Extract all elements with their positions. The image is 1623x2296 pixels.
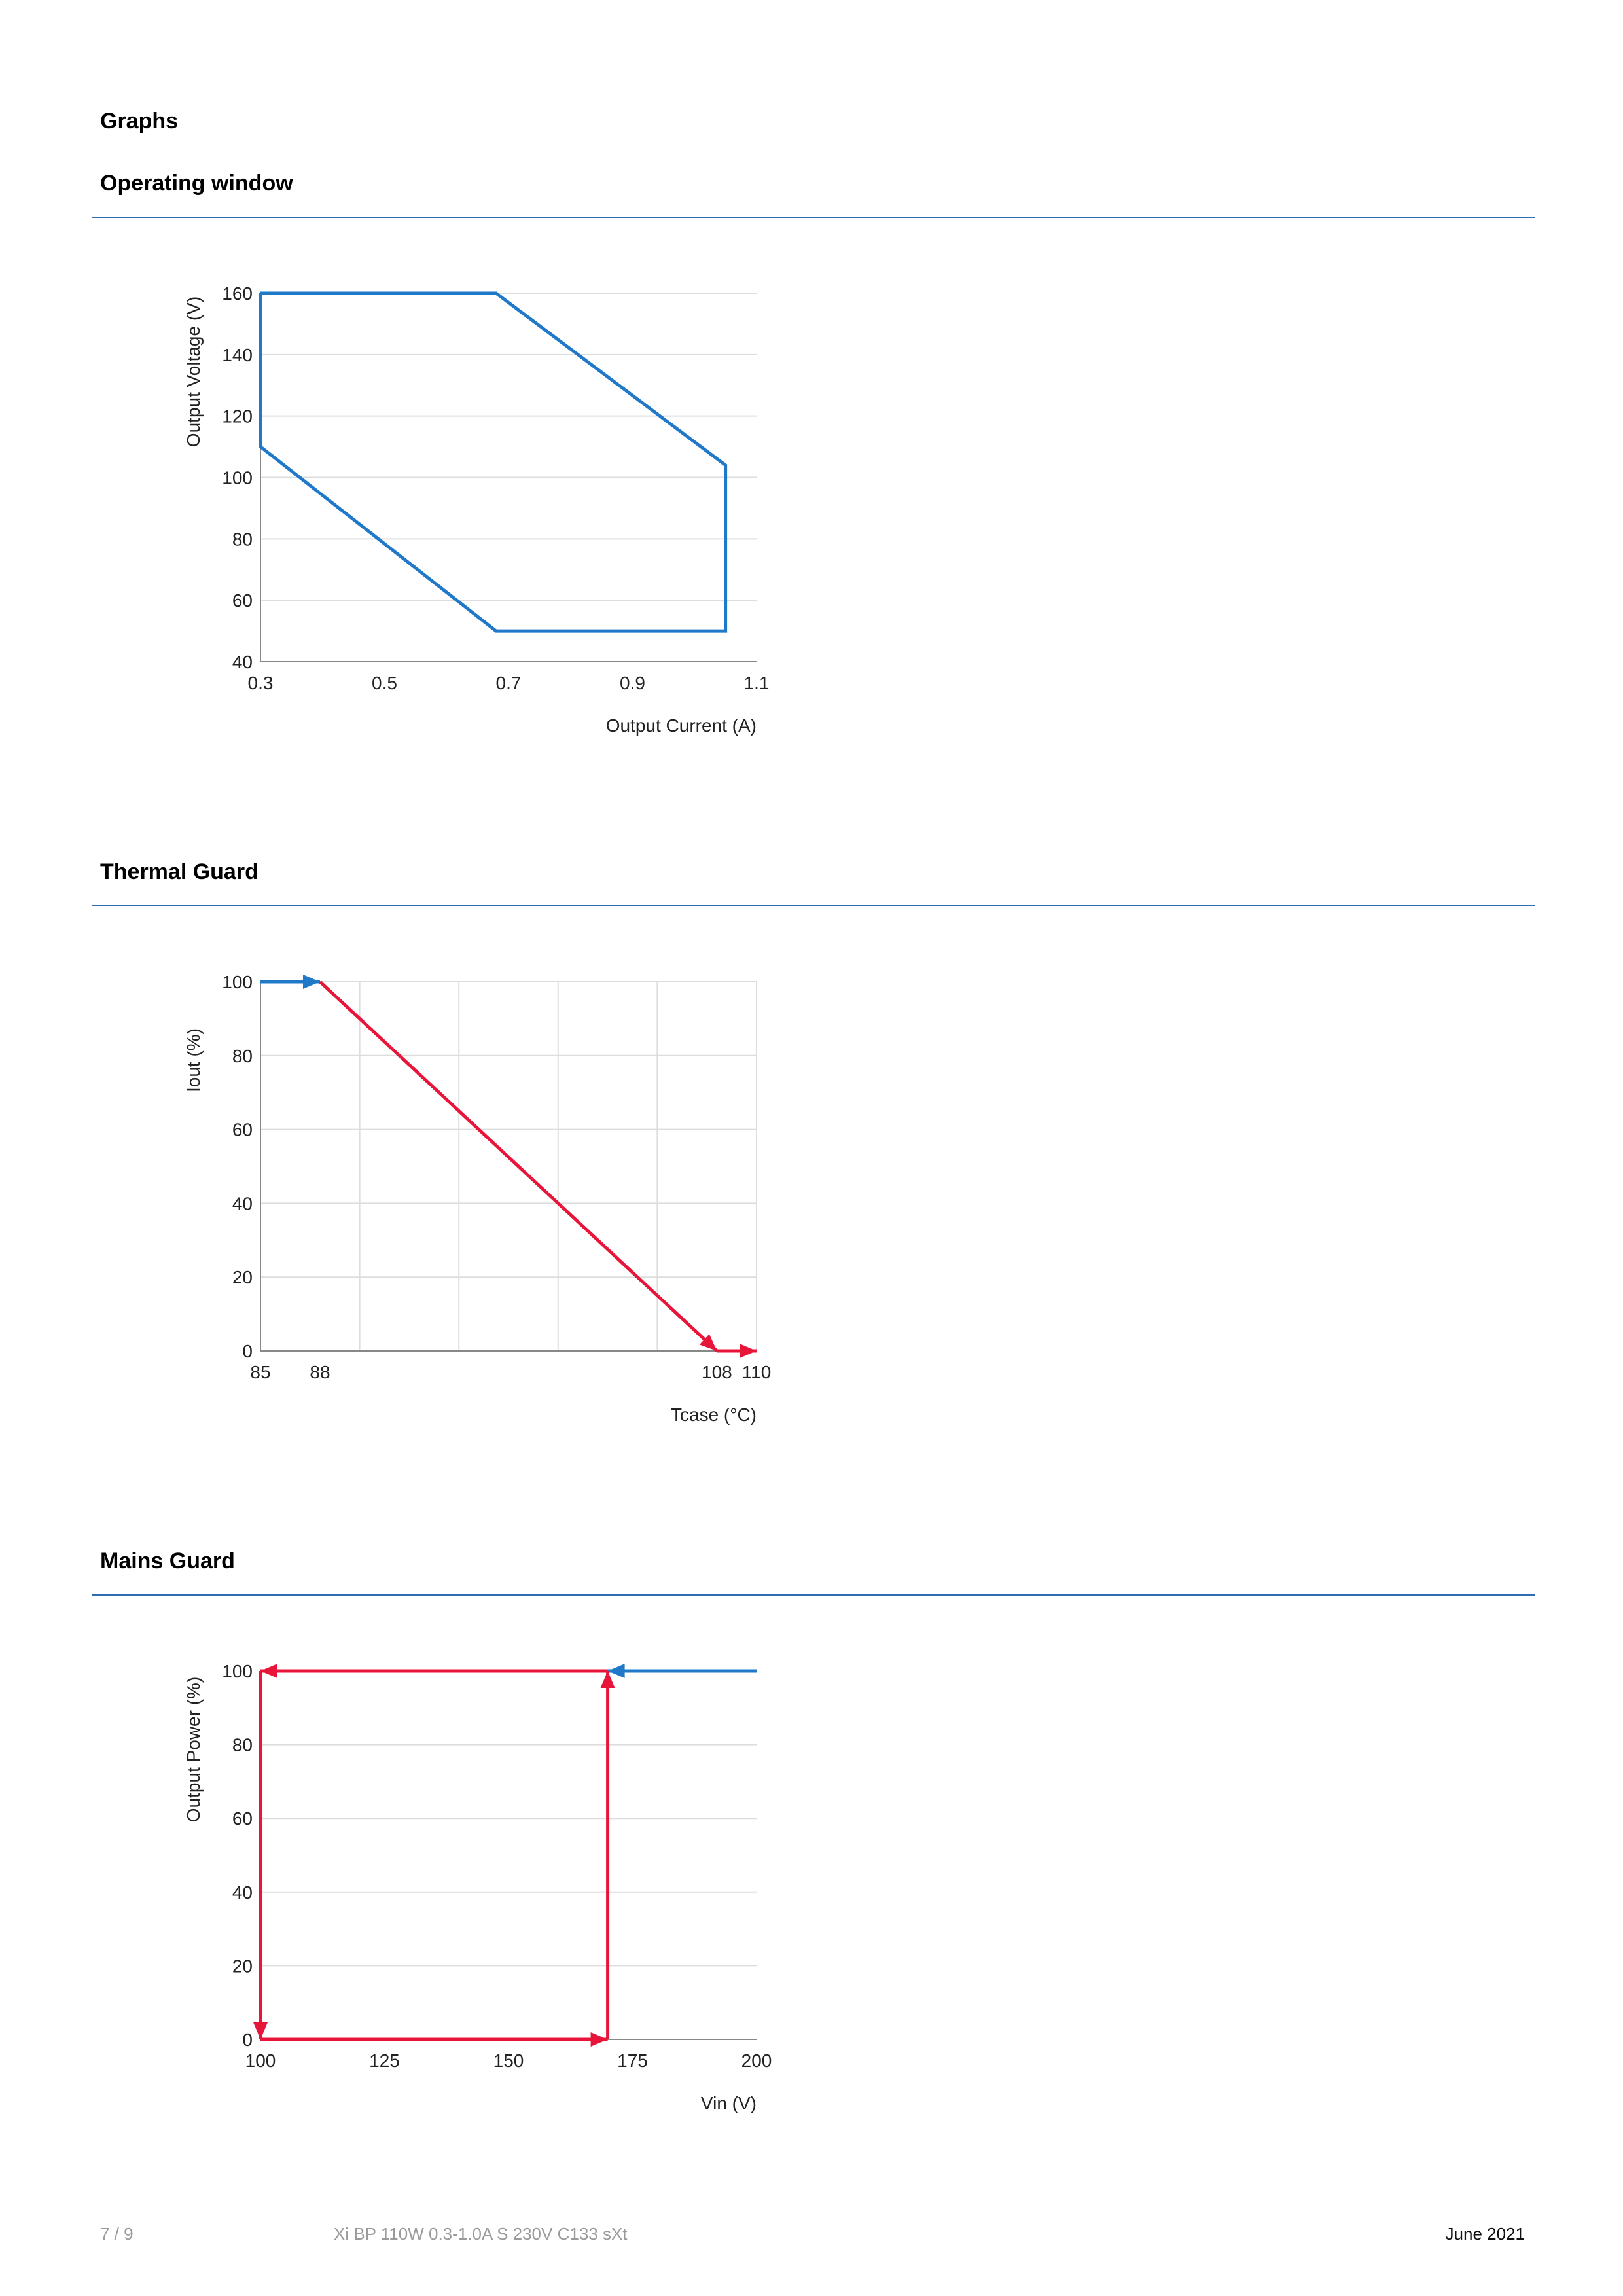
series-line (259, 291, 728, 633)
y-tick-label: 60 (232, 1120, 253, 1140)
y-tick-label: 20 (232, 1267, 253, 1287)
arrow-head (607, 1664, 625, 1678)
section-divider (92, 905, 1535, 906)
section-divider (92, 217, 1535, 218)
x-tick-label: 88 (310, 1362, 330, 1382)
document-date: June 2021 (1445, 2224, 1525, 2244)
y-tick-label: 140 (222, 345, 253, 365)
operating-window-title: Operating window (100, 171, 293, 196)
y-tick-label: 100 (222, 1661, 253, 1681)
arrow-head (253, 2022, 268, 2039)
x-axis-title: Vin (V) (701, 2093, 757, 2113)
y-tick-label: 60 (232, 590, 253, 611)
arrow-head (699, 1334, 717, 1351)
x-tick-label: 85 (250, 1362, 270, 1382)
y-tick-label: 20 (232, 1956, 253, 1976)
arrow-head (302, 975, 320, 989)
x-tick-label: 125 (369, 2051, 400, 2071)
x-tick-label: 200 (741, 2051, 772, 2071)
x-tick-label: 110 (742, 1362, 772, 1382)
y-tick-label: 40 (232, 652, 253, 672)
x-tick-label: 0.7 (496, 673, 522, 693)
arrow-head (590, 2032, 608, 2047)
y-tick-label: 120 (222, 406, 253, 427)
y-tick-label: 80 (232, 1046, 253, 1066)
y-tick-label: 160 (222, 283, 253, 304)
arrow-head (260, 1664, 277, 1678)
y-tick-label: 40 (232, 1882, 253, 1903)
y-tick-label: 60 (232, 1808, 253, 1829)
section-divider (92, 1594, 1535, 1596)
y-tick-label: 0 (242, 2030, 253, 2050)
thermal-guard-chart: 0 20 40 60 80 100 85 88 108 110 Tcase (°C) Iout (%) (183, 972, 772, 1425)
product-name: Xi BP 110W 0.3-1.0A S 230V C133 sXt (334, 2224, 628, 2244)
page-number: 7 / 9 (100, 2224, 134, 2244)
y-tick-label: 40 (232, 1193, 253, 1213)
mains-guard-title: Mains Guard (100, 1549, 235, 1573)
x-axis-title: Output Current (A) (606, 715, 757, 736)
x-tick-label: 1.1 (744, 673, 770, 693)
series-line (319, 980, 719, 1352)
operating-window-chart: 40 60 80 100 120 140 160 0.3 0.5 0.7 0.9 1.1 Output … (183, 283, 770, 736)
x-tick-label: 175 (617, 2051, 648, 2071)
y-tick-label: 80 (232, 1735, 253, 1755)
arrow-head (740, 1344, 757, 1358)
x-tick-label: 100 (245, 2051, 276, 2071)
page-section-title: Graphs (100, 109, 179, 134)
y-tick-label: 0 (242, 1341, 253, 1361)
y-axis-title: Iout (%) (183, 1028, 204, 1092)
y-tick-label: 80 (232, 529, 253, 549)
mains-guard-chart: 0 20 40 60 80 100 100 125 150 175 200 Vin (V) Output… (183, 1661, 772, 2113)
x-tick-label: 150 (493, 2051, 524, 2071)
arrow-head (600, 1671, 615, 1688)
x-tick-label: 0.9 (620, 673, 645, 693)
y-axis-title: Output Power (%) (183, 1677, 204, 1823)
x-tick-label: 0.5 (372, 673, 397, 693)
thermal-guard-title: Thermal Guard (100, 859, 259, 884)
x-axis-title: Tcase (°C) (671, 1405, 757, 1425)
y-tick-label: 100 (222, 972, 253, 992)
y-tick-label: 100 (222, 468, 253, 488)
x-tick-label: 0.3 (248, 673, 274, 693)
y-axis-title: Output Voltage (V) (183, 296, 204, 447)
x-tick-label: 108 (702, 1362, 732, 1382)
